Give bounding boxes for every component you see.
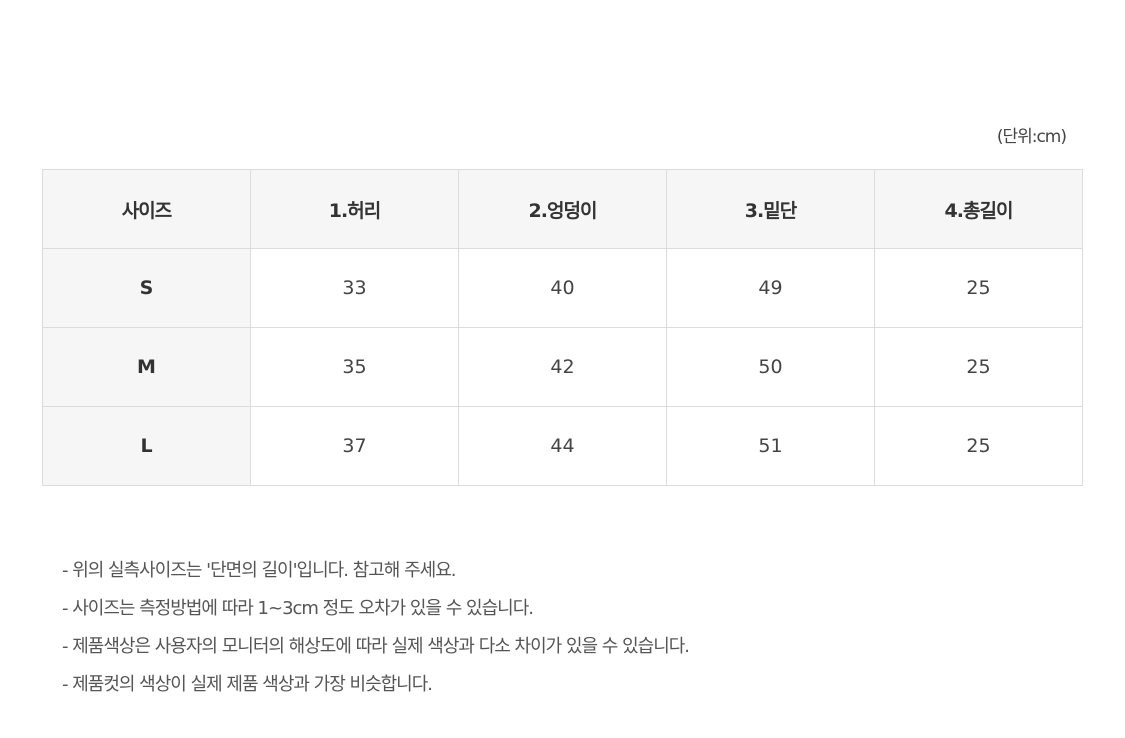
note-line: - 사이즈는 측정방법에 따라 1~3cm 정도 오차가 있을 수 있습니다. — [62, 598, 534, 619]
header-hem: 3.밑단 — [666, 169, 875, 249]
header-hip: 2.엉덩이 — [458, 169, 667, 249]
table-row: M 35 42 50 25 — [42, 327, 1083, 407]
cell: 42 — [458, 327, 667, 407]
size-cell: S — [42, 248, 251, 328]
cell: 37 — [250, 406, 459, 486]
table-header-row: 사이즈 1.허리 2.엉덩이 3.밑단 4.총길이 — [42, 169, 1083, 249]
cell: 49 — [666, 248, 875, 328]
table-row: L 37 44 51 25 — [42, 406, 1083, 486]
cell: 40 — [458, 248, 667, 328]
header-waist: 1.허리 — [250, 169, 459, 249]
unit-label: (단위:cm) — [996, 127, 1067, 147]
cell: 44 — [458, 406, 667, 486]
note-line: - 위의 실측사이즈는 '단면의 길이'입니다. 참고해 주세요. — [62, 560, 456, 581]
note-line: - 제품컷의 색상이 실제 제품 색상과 가장 비슷합니다. — [62, 674, 433, 695]
size-cell: M — [42, 327, 251, 407]
cell: 25 — [874, 248, 1083, 328]
header-size: 사이즈 — [42, 169, 251, 249]
size-cell: L — [42, 406, 251, 486]
size-table: 사이즈 1.허리 2.엉덩이 3.밑단 4.총길이 S 33 40 49 25 … — [42, 169, 1083, 486]
cell: 50 — [666, 327, 875, 407]
cell: 51 — [666, 406, 875, 486]
notes: - 위의 실측사이즈는 '단면의 길이'입니다. 참고해 주세요. - 사이즈는… — [62, 556, 690, 708]
header-length: 4.총길이 — [874, 169, 1083, 249]
cell: 33 — [250, 248, 459, 328]
cell: 25 — [874, 406, 1083, 486]
note-line: - 제품색상은 사용자의 모니터의 해상도에 따라 실제 색상과 다소 차이가 … — [62, 636, 690, 657]
cell: 35 — [250, 327, 459, 407]
table-row: S 33 40 49 25 — [42, 248, 1083, 328]
cell: 25 — [874, 327, 1083, 407]
